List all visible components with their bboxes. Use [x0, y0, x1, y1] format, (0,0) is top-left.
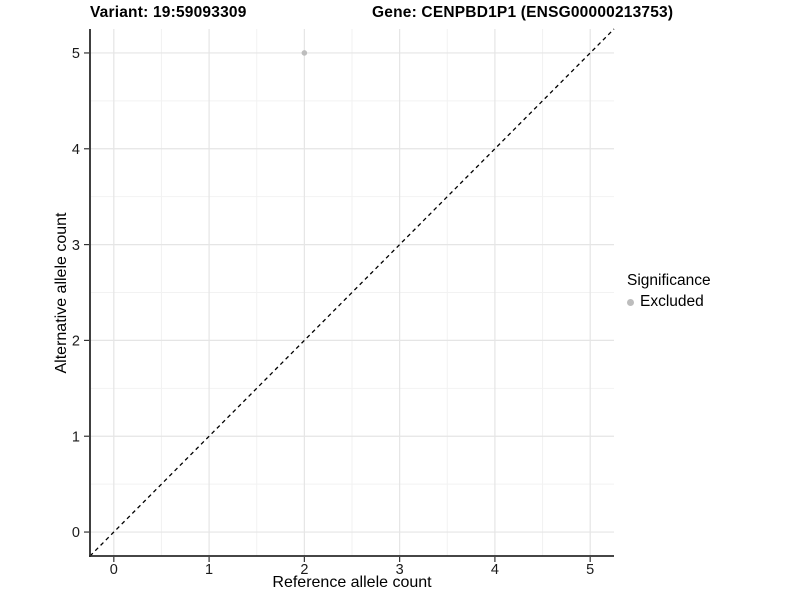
x-tick-label: 2: [300, 562, 308, 578]
x-tick-label: 3: [396, 562, 404, 578]
y-tick-label: 3: [72, 238, 80, 254]
legend-item-excluded: Excluded: [627, 293, 711, 311]
x-tick-label: 4: [491, 562, 499, 578]
legend-item-label: Excluded: [640, 293, 704, 310]
x-tick-label: 1: [205, 562, 213, 578]
y-tick-label: 2: [72, 334, 80, 350]
plot-title-variant: Variant: 19:59093309: [90, 4, 247, 21]
y-tick-label: 4: [72, 142, 80, 158]
legend: Significance Excluded: [627, 272, 711, 311]
y-tick-label: 1: [72, 429, 80, 445]
excluded-point-swatch: [627, 298, 634, 306]
identity-line: [89, 28, 615, 557]
y-axis-title: Alternative allele count: [53, 212, 70, 374]
legend-title: Significance: [627, 272, 711, 289]
y-tick-label: 0: [72, 525, 80, 541]
plot-title-gene: Gene: CENPBD1P1 (ENSG00000213753): [372, 4, 674, 21]
x-axis-title: Reference allele count: [272, 574, 432, 591]
x-tick-label: 0: [110, 562, 118, 578]
data-point: [301, 50, 308, 56]
y-tick-label: 5: [72, 46, 80, 62]
x-tick-label: 5: [586, 562, 594, 578]
